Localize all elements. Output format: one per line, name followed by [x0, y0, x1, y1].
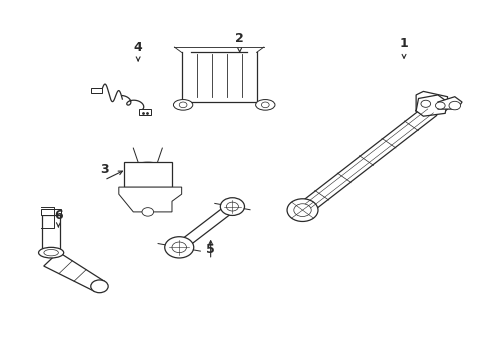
Circle shape — [164, 237, 193, 258]
Circle shape — [293, 204, 310, 216]
Ellipse shape — [44, 249, 58, 256]
Polygon shape — [43, 252, 104, 291]
Polygon shape — [415, 95, 447, 116]
Circle shape — [172, 242, 186, 253]
Ellipse shape — [126, 162, 169, 184]
Circle shape — [420, 100, 430, 107]
Circle shape — [179, 102, 186, 108]
Circle shape — [448, 101, 460, 110]
Text: 1: 1 — [399, 37, 407, 50]
Circle shape — [226, 202, 238, 211]
Polygon shape — [119, 187, 181, 212]
Ellipse shape — [255, 100, 274, 110]
Bar — [91, 88, 102, 93]
Text: 3: 3 — [100, 163, 108, 176]
Text: 2: 2 — [235, 32, 244, 45]
Polygon shape — [296, 107, 436, 215]
Bar — [139, 109, 151, 115]
Polygon shape — [175, 204, 236, 250]
Polygon shape — [41, 209, 61, 215]
Circle shape — [261, 102, 268, 108]
Circle shape — [220, 198, 244, 215]
Polygon shape — [123, 162, 172, 187]
Circle shape — [142, 208, 153, 216]
Polygon shape — [437, 97, 461, 109]
Circle shape — [286, 199, 317, 221]
Text: 4: 4 — [134, 41, 142, 54]
Circle shape — [91, 280, 108, 293]
Text: 6: 6 — [54, 209, 62, 222]
Circle shape — [435, 102, 444, 109]
Polygon shape — [415, 91, 447, 113]
Ellipse shape — [173, 100, 192, 110]
Ellipse shape — [39, 247, 63, 258]
Text: 5: 5 — [206, 243, 215, 256]
